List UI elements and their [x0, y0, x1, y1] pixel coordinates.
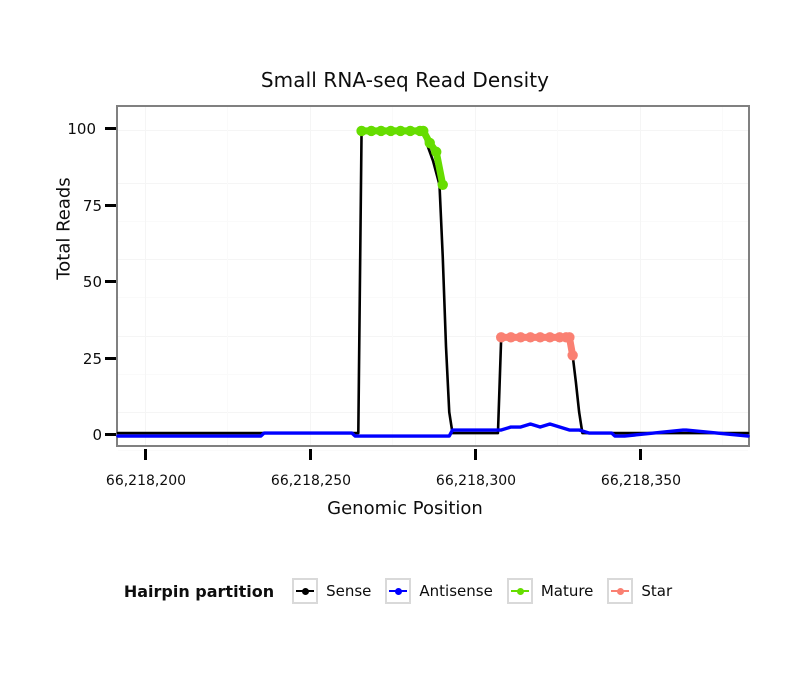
gridline-y [118, 183, 748, 184]
series-point-mature [356, 125, 367, 137]
legend-item-antisense[interactable]: Antisense [385, 578, 493, 604]
series-line-antisense [116, 422, 750, 438]
gridline-x [640, 107, 641, 445]
x-tick-label-1: 66,218,200 [105, 473, 187, 489]
gridline-y-minor [118, 450, 748, 451]
series-point-mature [431, 146, 442, 158]
y-tick-label-100: 100 [67, 120, 96, 138]
legend-key-mature-icon [506, 578, 533, 604]
series-point-mature [424, 137, 435, 149]
gridline-y [118, 412, 748, 413]
series-point-star [564, 332, 575, 343]
gridline-x [145, 107, 146, 445]
x-tick-label-3: 66,218,300 [435, 473, 517, 489]
series-point-mature [418, 125, 429, 137]
y-tick-mark [105, 357, 116, 360]
y-tick-label-25: 25 [82, 350, 102, 368]
legend-key-star-icon [607, 578, 634, 604]
gridline-x-minor [722, 107, 723, 445]
series-point-mature [375, 125, 387, 137]
x-tick-mark [639, 449, 642, 460]
y-tick-mark [105, 127, 116, 130]
series-point-star [544, 332, 556, 343]
x-tick-mark [474, 449, 477, 460]
plot-panel [116, 105, 750, 451]
series-point-star [534, 332, 546, 343]
gridline-x-minor [557, 107, 558, 445]
legend-label-mature: Mature [540, 582, 594, 600]
series-point-star [515, 332, 526, 343]
gridline-x [475, 107, 476, 445]
gridline-y [118, 336, 748, 337]
legend-item-star[interactable]: Star [607, 578, 672, 604]
gridline-y-minor [118, 374, 748, 375]
y-tick-mark [105, 204, 116, 207]
series-point-mature [385, 125, 396, 137]
y-tick-label-0: 0 [92, 426, 102, 444]
x-tick-label-4: 66,218,350 [600, 473, 682, 489]
gridline-y [118, 259, 748, 260]
legend-key-sense-icon [292, 578, 319, 604]
series-point-star [496, 332, 507, 343]
series-line-sense [116, 129, 750, 435]
legend-label-star: Star [641, 582, 673, 600]
legend-label-antisense: Antisense [419, 582, 493, 600]
y-tick-label-50: 50 [82, 273, 102, 291]
legend-label-sense: Sense [326, 582, 372, 600]
x-tick-mark [144, 449, 147, 460]
legend-item-mature[interactable]: Mature [506, 578, 594, 604]
data-plot-area [116, 125, 750, 438]
series-point-star [525, 332, 536, 343]
x-tick-label-2: 66,218,250 [270, 473, 352, 489]
gridline-y-minor [118, 221, 748, 222]
chart-title: Small RNA-seq Read Density [260, 68, 550, 92]
y-tick-label-75: 75 [82, 197, 102, 215]
series-point-star [567, 350, 578, 361]
legend-item-sense[interactable]: Sense [292, 578, 371, 604]
legend-key-antisense-icon [385, 578, 412, 604]
gridline-x [310, 107, 311, 445]
gridline-y [118, 130, 748, 131]
gridline-y-minor [118, 297, 748, 298]
series-point-mature [366, 125, 377, 137]
series-point-mature [437, 179, 448, 190]
series-point-mature [405, 125, 416, 137]
x-tick-mark [309, 449, 312, 460]
gridline-x-minor [392, 107, 393, 445]
legend-title: Hairpin partition [123, 581, 275, 601]
y-tick-mark [105, 433, 116, 436]
series-point-star [505, 332, 517, 343]
series-point-mature [395, 125, 406, 137]
gridline-x-minor [227, 107, 228, 445]
x-axis-label: Genomic Position [327, 498, 483, 519]
y-tick-mark [105, 280, 116, 283]
chart-legend: Hairpin partition Sense Antisense Mature… [0, 578, 810, 604]
